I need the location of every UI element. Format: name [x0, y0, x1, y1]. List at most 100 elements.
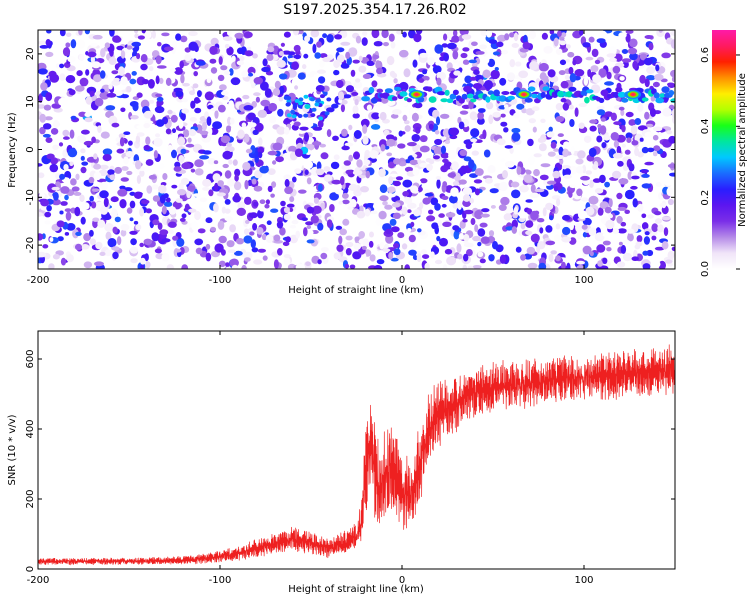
- spectrogram-cell: [442, 181, 448, 188]
- spectrogram-cell: [112, 226, 118, 234]
- spectrogram-cell: [419, 52, 429, 58]
- spectrogram-cell: [670, 98, 675, 103]
- spectrogram-cell: [499, 254, 506, 264]
- spectrogram-cell: [457, 253, 463, 260]
- spectrogram-cell: [114, 166, 122, 174]
- spectrogram-cell: [440, 165, 449, 173]
- spectrogram-cell: [654, 246, 665, 251]
- spectrogram-cell: [652, 151, 658, 157]
- spectrogram-cell: [238, 55, 245, 62]
- spectrogram-cell: [81, 161, 89, 166]
- spectrogram-cell: [521, 108, 527, 114]
- spectrogram-cell: [531, 106, 540, 112]
- spectrogram-cell: [181, 162, 191, 170]
- spectrogram-cell: [225, 262, 230, 268]
- spectrogram-cell: [603, 134, 611, 141]
- spectrogram-cell: [342, 218, 350, 226]
- spectrogram-cell: [366, 104, 372, 111]
- spectrogram-cell: [646, 249, 654, 257]
- spectrogram-cell: [588, 227, 597, 236]
- spectrogram-cell: [38, 172, 45, 179]
- spectrogram-cell: [298, 101, 304, 106]
- spectrogram-cell: [616, 261, 626, 268]
- spectrogram-cell: [525, 230, 533, 235]
- spectrogram-cell: [632, 60, 638, 70]
- spectrogram-cell: [525, 220, 534, 228]
- spectrogram-y-tick-label: -20: [25, 237, 36, 253]
- spectrogram-cell: [403, 68, 411, 78]
- spectrogram-cell: [429, 123, 434, 130]
- spectrogram-cell: [341, 164, 351, 171]
- spectrogram-cell: [291, 61, 299, 70]
- spectrogram-cell: [608, 213, 613, 219]
- spectrogram-cell: [558, 70, 566, 76]
- spectrogram-cell: [120, 229, 127, 237]
- spectrogram-cell: [557, 30, 562, 37]
- spectrogram-cell: [305, 261, 311, 267]
- spectrogram-cell: [70, 178, 77, 186]
- spectrogram-cell: [267, 150, 278, 156]
- spectrogram-cell: [606, 53, 617, 58]
- spectrogram-cell: [362, 135, 369, 145]
- spectrogram-cell: [329, 204, 335, 212]
- spectrogram-cell: [246, 46, 252, 51]
- spectrogram-cell: [500, 196, 510, 206]
- snr-x-tick-label: -200: [27, 575, 50, 586]
- spectrogram-cell: [558, 146, 564, 156]
- spectrogram-cell: [552, 170, 561, 179]
- spectrogram-cell: [362, 124, 368, 134]
- spectrogram-cell: [568, 191, 573, 198]
- spectrogram-cell: [393, 248, 401, 256]
- spectrogram-cell: [78, 30, 83, 36]
- spectrogram-cell: [526, 246, 536, 255]
- spectrogram-cell: [312, 141, 322, 146]
- spectrogram-cell: [104, 249, 112, 257]
- spectrogram-cell: [189, 260, 199, 269]
- spectrogram-cell: [266, 54, 274, 61]
- spectrogram-cell: [164, 46, 174, 52]
- spectrogram-cell: [253, 259, 263, 265]
- spectrogram-cell: [287, 51, 296, 56]
- spectrogram-cell: [580, 90, 588, 96]
- spectrogram-cell: [130, 238, 137, 246]
- spectrogram-cell: [362, 31, 368, 36]
- spectrogram-cell: [426, 163, 433, 171]
- spectrogram-cell: [466, 93, 474, 99]
- spectrogram-cell: [92, 217, 100, 222]
- spectrogram-cell: [468, 159, 475, 169]
- spectrogram-cell: [58, 97, 69, 106]
- spectrogram-cell: [336, 54, 345, 63]
- spectrogram-cell: [624, 149, 631, 155]
- spectrogram-cell: [333, 252, 341, 260]
- spectrogram-cell: [621, 124, 626, 133]
- spectrogram-cell: [569, 184, 577, 189]
- spectrogram-cell: [590, 65, 599, 73]
- spectrogram-cell: [437, 220, 443, 227]
- spectrogram-y-axis-label: Frequency (Hz): [7, 112, 18, 188]
- spectrogram-cell: [470, 138, 478, 143]
- spectrogram-cell: [434, 138, 443, 146]
- spectrogram-cell: [151, 184, 159, 190]
- spectrogram-cell: [181, 108, 190, 114]
- spectrogram-cell: [667, 198, 674, 206]
- spectrogram-cell: [107, 169, 115, 175]
- spectrogram-cell: [303, 227, 308, 237]
- spectrogram-cell: [245, 148, 253, 154]
- chart-title: S197.2025.354.17.26.R02: [283, 2, 466, 18]
- spectrogram-cell: [276, 126, 286, 135]
- spectrogram-cell: [548, 126, 553, 133]
- spectrogram-cell: [523, 34, 528, 44]
- spectrogram-cell: [283, 257, 291, 266]
- spectrogram-cell: [331, 179, 342, 185]
- spectrogram-cell: [407, 209, 412, 214]
- spectrogram-cell: [92, 34, 103, 40]
- spectrogram-cell: [453, 70, 461, 76]
- spectrogram-cell: [545, 240, 556, 246]
- snr-x-tick-label: -100: [209, 575, 232, 586]
- spectrogram-cell: [258, 151, 263, 159]
- spectrogram-cell: [227, 249, 236, 253]
- spectrogram-cell: [567, 51, 575, 58]
- spectrogram-cell: [224, 43, 230, 49]
- spectrogram-cell: [555, 48, 563, 55]
- spectrogram-cell: [283, 126, 290, 135]
